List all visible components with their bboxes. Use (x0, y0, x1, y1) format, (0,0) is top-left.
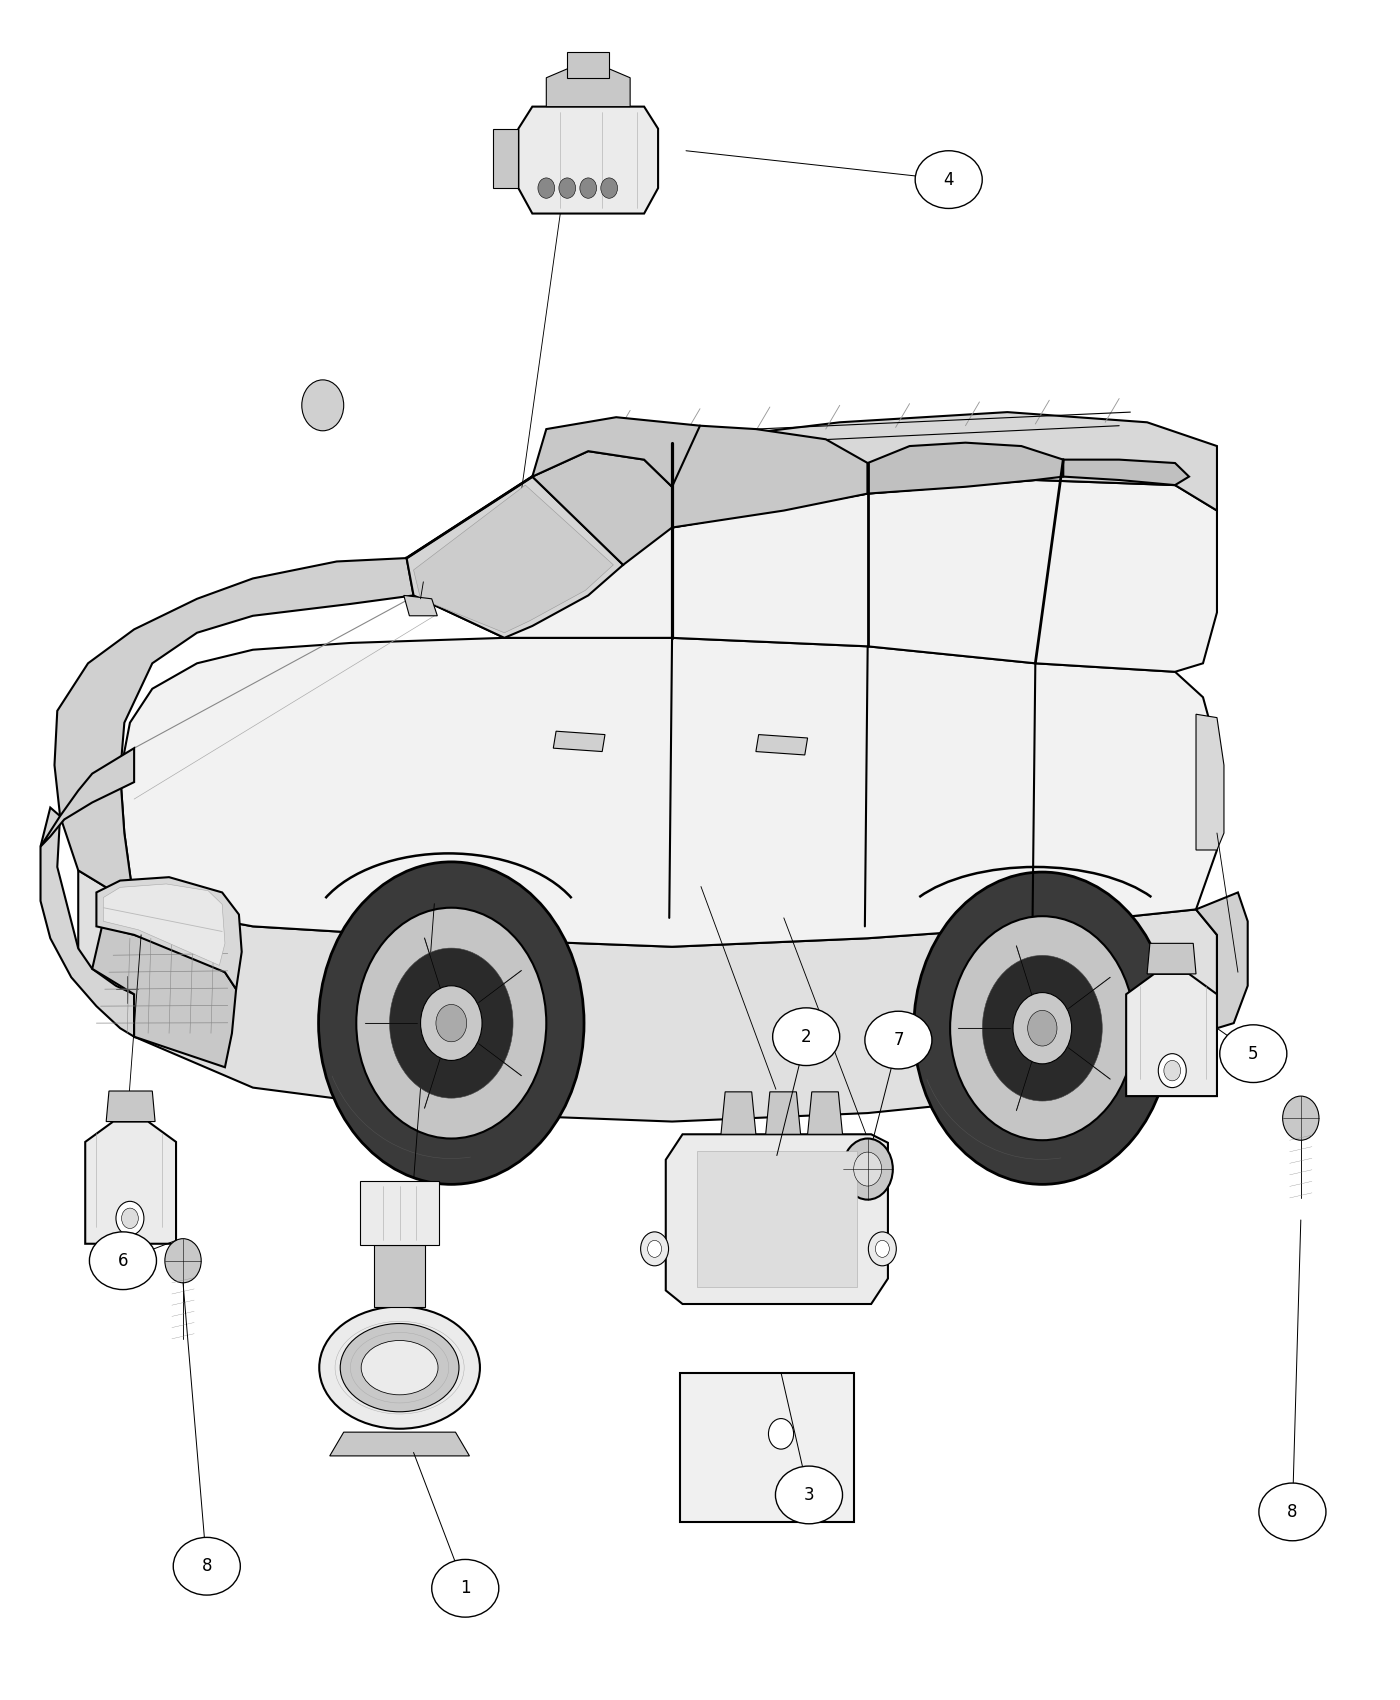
Circle shape (843, 1139, 893, 1200)
Polygon shape (1063, 459, 1189, 484)
Circle shape (420, 986, 482, 1061)
Polygon shape (406, 476, 623, 638)
Circle shape (302, 379, 344, 430)
Polygon shape (1147, 944, 1196, 974)
Ellipse shape (431, 1559, 498, 1617)
Circle shape (538, 178, 554, 199)
Polygon shape (374, 1246, 424, 1307)
Circle shape (648, 1241, 662, 1258)
Circle shape (769, 1418, 794, 1448)
Polygon shape (756, 734, 808, 755)
Polygon shape (360, 1182, 438, 1246)
Circle shape (122, 1209, 139, 1229)
Circle shape (1163, 1061, 1180, 1081)
Polygon shape (672, 425, 868, 527)
Ellipse shape (773, 1008, 840, 1066)
Polygon shape (406, 411, 1217, 578)
Polygon shape (120, 638, 1217, 947)
Circle shape (641, 1232, 669, 1266)
Ellipse shape (340, 1324, 459, 1411)
Polygon shape (97, 877, 242, 989)
Polygon shape (41, 808, 134, 1037)
Polygon shape (1196, 714, 1224, 850)
Text: 8: 8 (1287, 1503, 1298, 1522)
Ellipse shape (1219, 1025, 1287, 1083)
Polygon shape (1126, 974, 1217, 1096)
Polygon shape (808, 1091, 843, 1134)
Polygon shape (697, 1151, 857, 1287)
Ellipse shape (361, 1341, 438, 1394)
Text: 8: 8 (202, 1557, 211, 1576)
Polygon shape (518, 107, 658, 214)
Ellipse shape (174, 1537, 241, 1595)
Polygon shape (721, 1091, 756, 1134)
Ellipse shape (865, 1012, 932, 1069)
Text: 5: 5 (1247, 1046, 1259, 1062)
Polygon shape (532, 416, 728, 486)
Ellipse shape (916, 151, 983, 209)
Polygon shape (680, 1372, 854, 1522)
Circle shape (868, 1232, 896, 1266)
Ellipse shape (1259, 1482, 1326, 1540)
Polygon shape (78, 870, 1217, 1122)
Circle shape (914, 872, 1170, 1185)
Circle shape (983, 955, 1102, 1102)
Ellipse shape (319, 1307, 480, 1428)
Ellipse shape (90, 1232, 157, 1290)
Circle shape (319, 862, 584, 1185)
Polygon shape (85, 1122, 176, 1244)
Polygon shape (413, 484, 613, 632)
Polygon shape (92, 927, 237, 1068)
Circle shape (1028, 1010, 1057, 1046)
Circle shape (116, 1202, 144, 1236)
Circle shape (601, 178, 617, 199)
Text: 7: 7 (893, 1032, 903, 1049)
Circle shape (1014, 993, 1071, 1064)
Text: 6: 6 (118, 1251, 129, 1270)
Polygon shape (553, 731, 605, 751)
Circle shape (389, 949, 512, 1098)
Circle shape (951, 916, 1134, 1141)
Polygon shape (766, 1091, 801, 1134)
Polygon shape (403, 595, 437, 615)
Polygon shape (104, 884, 225, 966)
Circle shape (875, 1241, 889, 1258)
Polygon shape (868, 442, 1063, 493)
Circle shape (580, 178, 596, 199)
Polygon shape (41, 748, 134, 847)
Polygon shape (106, 1091, 155, 1122)
Circle shape (435, 1005, 466, 1042)
Circle shape (165, 1239, 202, 1284)
Ellipse shape (776, 1465, 843, 1523)
Text: 4: 4 (944, 170, 953, 189)
Text: 2: 2 (801, 1028, 812, 1046)
Circle shape (559, 178, 575, 199)
Circle shape (1158, 1054, 1186, 1088)
Polygon shape (406, 479, 1217, 672)
Polygon shape (330, 1431, 469, 1455)
Polygon shape (567, 53, 609, 78)
Polygon shape (546, 66, 630, 107)
Circle shape (356, 908, 546, 1139)
Polygon shape (55, 558, 490, 904)
Polygon shape (1196, 892, 1247, 1028)
Polygon shape (532, 450, 672, 564)
Circle shape (1282, 1096, 1319, 1141)
Polygon shape (666, 1134, 888, 1304)
Polygon shape (493, 129, 518, 189)
Text: 1: 1 (461, 1579, 470, 1598)
Circle shape (854, 1153, 882, 1187)
Text: 3: 3 (804, 1486, 815, 1504)
